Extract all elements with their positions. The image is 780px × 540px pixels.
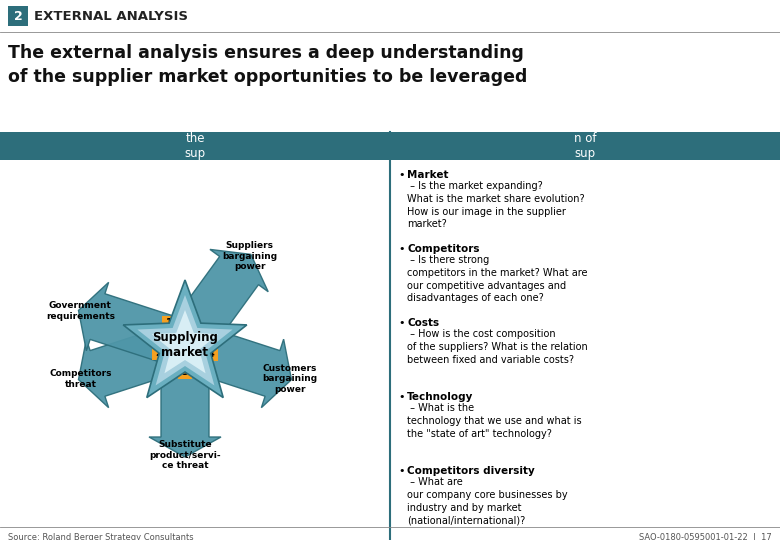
Text: •: • — [398, 392, 405, 402]
Text: n of
sup: n of sup — [574, 132, 596, 160]
Text: SAO-0180-0595001-01-22  |  17: SAO-0180-0595001-01-22 | 17 — [640, 533, 772, 540]
Text: Costs: Costs — [407, 318, 439, 328]
Text: 2: 2 — [13, 10, 23, 23]
Text: – What is the
technology that we use and what is
the "state of art" technology?: – What is the technology that we use and… — [407, 403, 582, 438]
Text: – Is the market expanding?
What is the market share evolution?
How is our image : – Is the market expanding? What is the m… — [407, 181, 585, 230]
Text: of the supplier market opportunities to be leveraged: of the supplier market opportunities to … — [8, 68, 527, 86]
Text: Government
requirements: Government requirements — [46, 301, 115, 321]
Polygon shape — [165, 249, 268, 359]
Text: The external analysis ensures a deep understanding: The external analysis ensures a deep und… — [8, 44, 524, 62]
Text: Source: Roland Berger Strategy Consultants: Source: Roland Berger Strategy Consultan… — [8, 533, 193, 540]
Polygon shape — [149, 345, 221, 457]
Text: Market: Market — [407, 170, 448, 180]
Polygon shape — [178, 322, 292, 408]
Text: – Is there strong
competitors in the market? What are
our competitive advantages: – Is there strong competitors in the mar… — [407, 255, 587, 303]
Text: Competitors: Competitors — [407, 244, 480, 254]
FancyBboxPatch shape — [162, 316, 176, 330]
Polygon shape — [79, 282, 193, 368]
Text: •: • — [398, 466, 405, 476]
Text: Competitors
threat: Competitors threat — [49, 369, 112, 389]
FancyBboxPatch shape — [204, 347, 218, 361]
Text: Competitors diversity: Competitors diversity — [407, 466, 535, 476]
Text: Suppliers
bargaining
power: Suppliers bargaining power — [222, 241, 277, 271]
FancyBboxPatch shape — [152, 346, 166, 360]
Polygon shape — [123, 280, 246, 397]
Polygon shape — [79, 322, 193, 408]
Text: – What are
our company core businesses by
industry and by market
(national/inter: – What are our company core businesses b… — [407, 477, 568, 525]
Polygon shape — [152, 310, 218, 373]
Text: •: • — [398, 170, 405, 180]
Text: Technology: Technology — [407, 392, 473, 402]
Text: the
sup: the sup — [184, 132, 206, 160]
FancyBboxPatch shape — [0, 132, 390, 160]
Text: 1: 1 — [166, 318, 172, 328]
Polygon shape — [137, 295, 232, 386]
Text: EXTERNAL ANALYSIS: EXTERNAL ANALYSIS — [34, 10, 188, 23]
FancyBboxPatch shape — [390, 132, 780, 160]
FancyBboxPatch shape — [8, 6, 28, 26]
Text: Substitute
product/servi-
ce threat: Substitute product/servi- ce threat — [149, 440, 221, 470]
Text: – How is the cost composition
of the suppliers? What is the relation
between fix: – How is the cost composition of the sup… — [407, 329, 588, 365]
Text: •: • — [398, 244, 405, 254]
Text: 4: 4 — [207, 349, 215, 359]
FancyBboxPatch shape — [179, 311, 193, 325]
Text: 3: 3 — [181, 367, 188, 377]
FancyBboxPatch shape — [178, 365, 192, 379]
Text: Customers
bargaining
power: Customers bargaining power — [262, 364, 317, 394]
Text: •: • — [398, 318, 405, 328]
Text: Supplying
market: Supplying market — [152, 331, 218, 359]
Text: 2: 2 — [156, 348, 162, 358]
Text: 5: 5 — [182, 313, 189, 323]
